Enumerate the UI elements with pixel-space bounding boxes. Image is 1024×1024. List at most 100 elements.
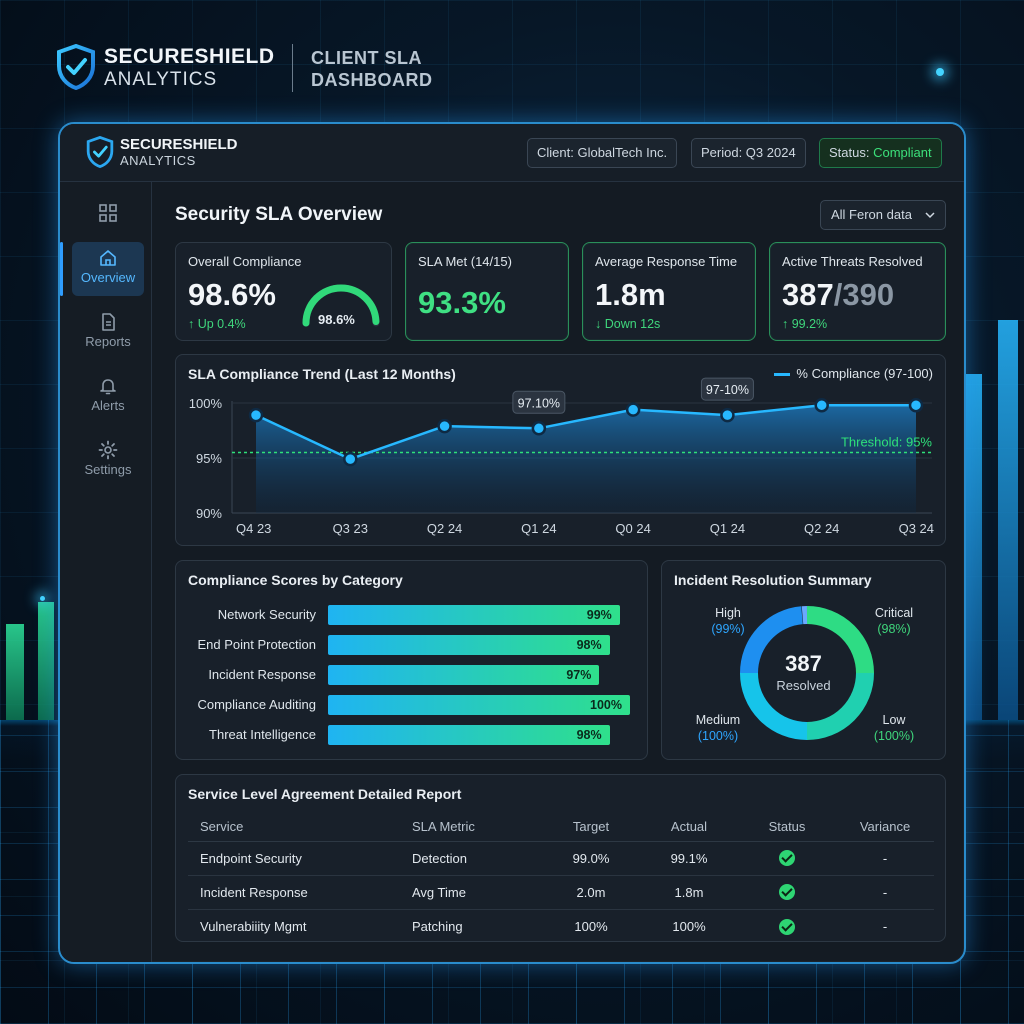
sidebar-item-settings[interactable]: Settings xyxy=(72,434,144,488)
x-tick-label: Q2 24 xyxy=(804,521,839,536)
column-header[interactable]: Target xyxy=(542,813,640,842)
x-tick-label: Q1 24 xyxy=(521,521,556,536)
column-header[interactable]: Service xyxy=(188,813,412,842)
segment-name: Medium xyxy=(695,713,741,727)
shield-check-icon xyxy=(57,44,95,90)
category-row[interactable]: Compliance Auditing 100% xyxy=(176,695,646,715)
page-heading-line2: DASHBOARD xyxy=(311,70,433,90)
background-bar xyxy=(998,320,1018,720)
segment-pct: (100%) xyxy=(873,729,915,743)
legend-swatch xyxy=(774,373,791,377)
data-point xyxy=(437,418,452,434)
column-header[interactable]: SLA Metric xyxy=(412,813,542,842)
x-tick-label: Q4 23 xyxy=(236,521,271,536)
app-logo-subname: ANALYTICS xyxy=(120,153,196,168)
x-tick-label: Q0 24 xyxy=(615,521,650,536)
check-circle-icon xyxy=(779,884,795,901)
data-point xyxy=(814,397,829,413)
kpi-card-sla-met[interactable]: SLA Met (14/15) 93.3% xyxy=(405,242,569,341)
category-value: 100% xyxy=(590,698,622,712)
column-header[interactable]: Status xyxy=(738,813,836,842)
segment-name: Critical xyxy=(874,606,914,620)
data-point xyxy=(625,402,641,417)
document-icon xyxy=(102,313,115,331)
status-badge[interactable]: Status: Compliant xyxy=(819,138,942,168)
category-bar: 98% xyxy=(328,635,610,655)
table-cell-service: Incident Response xyxy=(188,875,412,910)
check-circle-icon xyxy=(779,918,795,935)
table-cell-service: Endpoint Security xyxy=(188,841,412,876)
kpi-delta: ↑ 99.2% xyxy=(782,317,828,331)
brand-logo: SECURESHIELD ANALYTICS xyxy=(56,44,275,90)
kpi-label: Overall Compliance xyxy=(188,254,302,269)
x-tick-label: Q2 24 xyxy=(427,521,462,536)
sidebar-item-alerts[interactable]: Alerts xyxy=(72,370,144,424)
category-row[interactable]: End Point Protection 98% xyxy=(176,635,646,655)
gauge-value: 98.6% xyxy=(318,312,355,327)
kpi-value-total: /390 xyxy=(833,277,895,312)
segment-label-low: Low (100%) xyxy=(864,712,924,744)
data-point xyxy=(720,407,735,423)
column-header[interactable]: Actual xyxy=(640,813,738,842)
kpi-card-overall-compliance[interactable]: Overall Compliance 98.6% ↑ Up 0.4% 98.6% xyxy=(175,242,392,341)
incident-summary-title: Incident Resolution Summary xyxy=(674,572,872,588)
sidebar-item-overview[interactable]: Overview xyxy=(72,242,144,296)
category-value: 99% xyxy=(586,608,612,622)
table-cell-metric: Detection xyxy=(412,841,542,876)
data-point xyxy=(343,451,358,467)
table-row[interactable]: Vulnerabiiity Mgmt Patching 100% 100% - xyxy=(188,909,934,943)
active-indicator xyxy=(60,242,63,296)
segment-pct: (100%) xyxy=(697,729,739,743)
column-header[interactable]: Variance xyxy=(836,813,934,842)
sidebar: Overview Reports Alerts Settings xyxy=(60,182,152,962)
category-value: 98% xyxy=(576,728,602,742)
kpi-delta: ↑ Up 0.4% xyxy=(188,317,246,331)
sidebar-item-apps[interactable] xyxy=(72,194,144,234)
category-row[interactable]: Network Security 99% xyxy=(176,605,646,625)
kpi-card-avg-response[interactable]: Average Response Time 1.8m ↓ Down 12s xyxy=(582,242,756,341)
table-cell-status xyxy=(738,875,836,910)
table-cell-actual: 99.1% xyxy=(640,841,738,876)
category-scores-title: Compliance Scores by Category xyxy=(188,572,403,588)
threshold-label: Threshold: 95% xyxy=(841,435,932,450)
sidebar-item-reports[interactable]: Reports xyxy=(72,306,144,360)
segment-name: Low xyxy=(882,713,906,727)
kpi-delta: ↓ Down 12s xyxy=(595,317,661,331)
table-cell-actual: 1.8m xyxy=(640,875,738,910)
trend-chart: 100% 95% 90% Threshold: 95% 97.10% 97-10% Q4 2… xyxy=(189,377,934,536)
table-row[interactable]: Incident Response Avg Time 2.0m 1.8m - xyxy=(188,875,934,910)
kpi-value: 1.8m xyxy=(595,277,666,312)
kpi-label: Average Response Time xyxy=(595,254,738,269)
category-row[interactable]: Threat Intelligence 98% xyxy=(176,725,646,745)
category-scores-card: Compliance Scores by Category Network Se… xyxy=(175,560,648,760)
kpi-card-threats-resolved[interactable]: Active Threats Resolved 387/390 ↑ 99.2% xyxy=(769,242,946,341)
chart-legend: % Compliance (97-100) xyxy=(774,366,933,381)
background-glow-dot xyxy=(936,68,944,76)
app-logo-name: SECURESHIELD xyxy=(120,136,238,153)
table-cell-status xyxy=(738,841,836,876)
background-bar xyxy=(966,374,982,720)
table-cell-actual: 100% xyxy=(672,918,706,934)
table-cell-variance: - xyxy=(836,875,934,910)
background-glow-dot xyxy=(40,596,45,601)
donut-segment-critical xyxy=(806,606,874,674)
data-filter-dropdown[interactable]: All Feron data xyxy=(820,200,946,230)
client-badge[interactable]: Client: GlobalTech Inc. xyxy=(527,138,678,168)
incident-donut xyxy=(740,606,874,740)
series-area xyxy=(256,405,916,513)
status-value: Compliant xyxy=(873,145,932,160)
chart-title: SLA Compliance Trend (Last 12 Months) xyxy=(188,366,456,382)
table-header-row: Service SLA Metric Target Actual Status … xyxy=(188,813,934,842)
app-logo[interactable]: SECURESHIELD ANALYTICS xyxy=(86,136,238,168)
sidebar-item-label: Alerts xyxy=(91,398,125,413)
filter-value: All Feron data xyxy=(831,207,912,222)
category-value: 97% xyxy=(566,668,592,682)
category-label: Incident Response xyxy=(208,667,316,682)
category-row[interactable]: Incident Response 97% xyxy=(176,665,646,685)
resolved-label: Resolved xyxy=(776,678,831,693)
period-badge[interactable]: Period: Q3 2024 xyxy=(691,138,806,168)
page-title: Security SLA Overview xyxy=(175,204,383,225)
table-row[interactable]: Endpoint Security Detection 99.0% 99.1% - xyxy=(188,841,934,876)
sidebar-item-label: Overview xyxy=(80,270,136,285)
category-label: Network Security xyxy=(217,607,316,622)
